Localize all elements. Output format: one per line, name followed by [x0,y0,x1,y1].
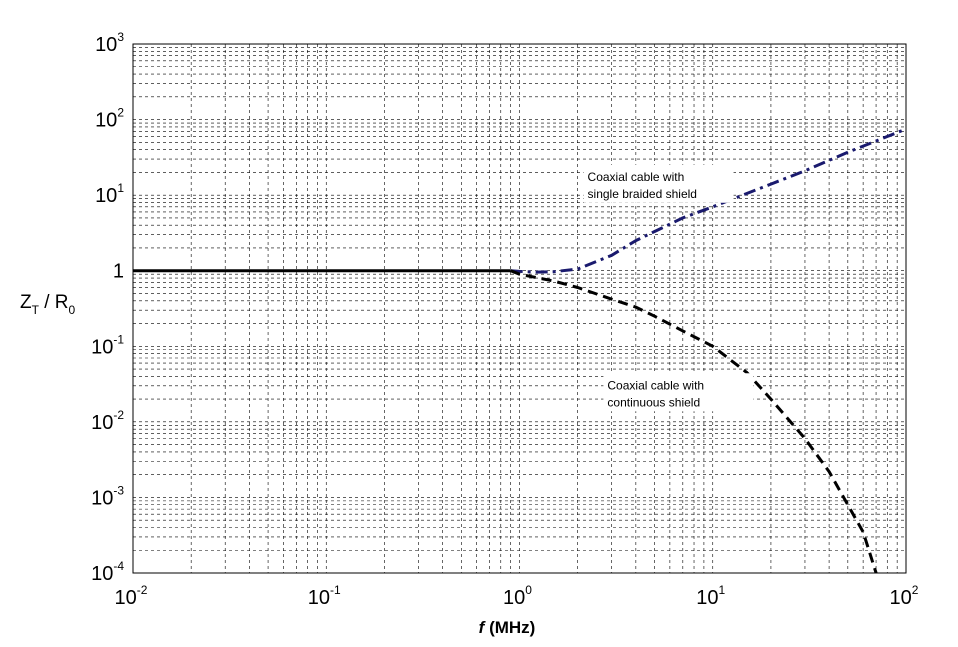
x-tick-label: 10-1 [308,583,341,609]
x-axis-label-unit: (MHz) [484,618,535,637]
y-axis-label-sub-0: 0 [69,303,76,317]
x-tick-label-exponent: -1 [330,583,341,597]
y-tick-label-exponent: -1 [113,332,124,346]
y-tick-label: 101 [95,181,124,207]
y-tick-label-base: 1 [113,261,124,283]
y-tick-label-exponent: 3 [117,30,124,44]
series-line-braided-shield [510,127,907,274]
y-tick-label-base: 10 [91,563,113,585]
y-tick-label: 103 [95,30,124,56]
y-tick-label-base: 10 [91,487,113,509]
annotation-label: Coaxial cable with single braided shield [588,170,697,201]
x-axis-label: f (MHz) [479,618,536,637]
y-tick-label-exponent: -4 [113,559,124,573]
x-tick-label: 102 [890,583,919,609]
y-axis-label-sub-t: T [32,303,40,317]
y-tick-label-exponent: -2 [113,408,124,422]
x-tick-label-base: 10 [696,587,718,609]
y-tick-label-exponent: -3 [113,483,124,497]
x-tick-label-exponent: 0 [525,583,532,597]
series-line-continuous-shield [510,269,878,574]
x-tick-label-base: 10 [115,587,137,609]
x-tick-label-base: 10 [308,587,330,609]
y-axis-label-z: Z [20,292,32,313]
tick-labels: 10-2 10-1 100 101 10210-410-310-210-11101102… [91,30,919,609]
y-tick-label-base: 10 [95,185,117,207]
y-tick-label: 10-3 [91,483,124,509]
y-tick-label: 10-2 [91,408,124,434]
y-tick-label-base: 10 [95,110,117,132]
x-tick-label-base: 10 [890,587,912,609]
x-tick-label: 10-2 [115,583,148,609]
y-tick-label-exponent: 2 [117,106,124,120]
annotation-line: Coaxial cable with [607,378,704,392]
annotation-label: Coaxial cable with continuous shield [607,378,704,409]
y-axis-label: ZT / R0 [20,292,76,317]
x-tick-label-base: 10 [503,587,525,609]
y-tick-label: 10-4 [91,559,124,585]
y-axis-label-over-r: / R [39,292,69,313]
annotation-line: Coaxial cable with [588,170,685,184]
grid [133,44,906,573]
annotation-background [583,164,734,203]
x-tick-label: 100 [503,583,532,609]
y-tick-label-base: 10 [95,34,117,56]
y-tick-label-base: 10 [91,336,113,358]
x-tick-label-exponent: 2 [912,583,919,597]
y-tick-label-base: 10 [91,412,113,434]
annotation-line: single braided shield [588,187,697,201]
plot-area-frame [132,43,907,574]
x-tick-label-exponent: -2 [137,583,148,597]
series-group [133,127,907,574]
x-tick-label-exponent: 1 [719,583,726,597]
y-tick-label: 1 [113,261,124,283]
x-tick-label: 101 [696,583,725,609]
y-tick-label-exponent: 1 [117,181,124,195]
x-axis-label-symbol: f [479,618,487,637]
y-tick-label: 10-1 [91,332,124,358]
annotation-line: continuous shield [607,395,700,409]
annotations: Coaxial cable with single braided shieldC… [583,164,754,412]
annotation-background [603,373,754,412]
y-tick-label: 102 [95,106,124,132]
